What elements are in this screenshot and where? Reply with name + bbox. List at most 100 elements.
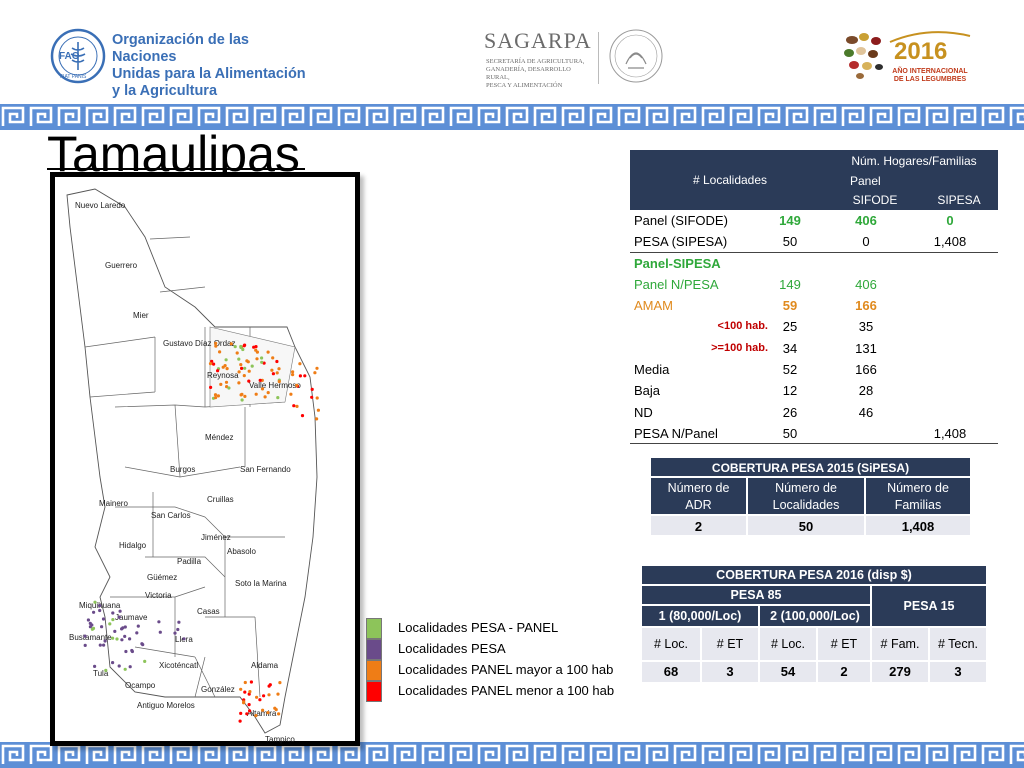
locality-dot (247, 703, 251, 707)
locality-dot (214, 396, 218, 400)
table-row: Media 52 166 (630, 359, 998, 380)
header-num-adr: Número de ADR (650, 477, 747, 515)
locality-dot (271, 372, 275, 376)
locality-dot (219, 382, 223, 386)
row-label: Media (634, 362, 670, 378)
locality-dot (123, 667, 127, 671)
row-sifode: 28 (858, 383, 874, 399)
cobertura-2015-table: COBERTURA PESA 2015 (SiPESA) Número de A… (650, 457, 971, 536)
map-label: Victoria (145, 591, 172, 600)
row-sifode: 0 (862, 234, 870, 250)
locality-dot (223, 364, 227, 368)
locality-dots (83, 341, 320, 723)
localidades-table: # Localidades Núm. Hogares/Familias Pane… (630, 150, 998, 445)
locality-dot (291, 370, 295, 374)
locality-dot (242, 344, 246, 348)
locality-dot (295, 404, 299, 408)
row-sipesa: 1,408 (933, 425, 967, 441)
header-sipesa: SIPESA (937, 193, 981, 207)
locality-dot (245, 359, 249, 363)
locality-dot (273, 706, 277, 710)
locality-dot (243, 394, 247, 398)
locality-dot (310, 395, 314, 399)
map-label: Tampico (265, 735, 295, 744)
table-row: ND 26 46 (630, 402, 998, 423)
locality-dot (252, 345, 256, 349)
locality-dot (277, 379, 281, 384)
locality-dot (315, 396, 319, 400)
header-pesa15: PESA 15 (871, 585, 987, 627)
sagarpa-name: SAGARPA (484, 28, 592, 53)
locality-dot (128, 665, 132, 669)
fao-logo: FAO FIAT PANIS Organización de las Nacio… (50, 28, 310, 99)
locality-dot (115, 637, 119, 641)
year-caption: AÑO INTERNACIONAL DE LAS LEGUMBRES (890, 68, 970, 84)
col-header: # Loc. (759, 627, 817, 661)
row-label: PESA N/Panel (634, 425, 718, 441)
tamaulipas-map: Nuevo Laredo Guerrero Mier Gustavo Díaz … (50, 172, 360, 746)
legend-swatch (366, 660, 382, 681)
locality-dot (254, 392, 258, 396)
row-loc: 12 (782, 383, 798, 399)
header-line: Familias (894, 498, 942, 512)
header-line: Número de (667, 481, 730, 495)
locality-dot (124, 649, 128, 654)
locality-dot (277, 367, 281, 371)
locality-dot (276, 396, 280, 400)
fao-emblem-icon: FAO FIAT PANIS (50, 28, 106, 84)
locality-dot (237, 381, 241, 385)
locality-dot (123, 625, 127, 629)
col-header: # Loc. (641, 627, 701, 661)
locality-dot (237, 370, 241, 374)
col-header: # Tecn. (929, 627, 987, 661)
col-header: # ET (817, 627, 871, 661)
locality-dot (247, 369, 251, 373)
locality-dot (225, 385, 229, 389)
locality-dot (248, 690, 252, 694)
map-label: Jiménez (201, 533, 231, 542)
locality-dot (91, 626, 96, 630)
row-sipesa: 1,408 (933, 234, 967, 250)
locality-dot (275, 359, 279, 364)
locality-dot (248, 709, 252, 713)
locality-dot (260, 356, 264, 360)
locality-dot (243, 680, 247, 685)
legend-item-pesa-panel: Localidades PESA - PANEL (366, 618, 636, 639)
locality-dot (238, 719, 242, 723)
locality-dot (258, 698, 262, 702)
locality-dot (289, 392, 293, 396)
locality-dot (267, 693, 271, 697)
map-label: Mainero (99, 499, 128, 508)
table-row: Panel N/PESA 149 406 (630, 274, 998, 295)
locality-dot (245, 712, 249, 716)
locality-dot (233, 345, 237, 349)
locality-dot (241, 347, 245, 352)
swoosh-icon (889, 31, 971, 43)
locality-dot (98, 604, 102, 608)
locality-dot (313, 371, 317, 375)
map-label: Guerrero (105, 261, 138, 270)
fao-emblem-letter-f: FAO (59, 51, 80, 62)
legend-swatch (366, 681, 382, 702)
header-line: Localidades (772, 498, 840, 512)
table-row: PESA (SIPESA) 50 0 1,408 (630, 231, 998, 253)
sagarpa-subtitle-line-1: SECRETARÍA DE AGRICULTURA, (486, 58, 585, 65)
locality-dot (266, 711, 270, 715)
legend-label: Localidades PESA - PANEL (398, 620, 559, 635)
locality-dot (315, 366, 319, 370)
locality-dot (176, 627, 180, 632)
locality-dot (235, 351, 239, 355)
header-line: Número de (775, 481, 837, 495)
row-label: Panel-SIPESA (634, 255, 721, 271)
locality-dot (121, 626, 125, 630)
mexico-seal-icon (609, 29, 663, 83)
localidades-table-header: # Localidades Núm. Hogares/Familias Pane… (630, 150, 998, 210)
map-label: Casas (197, 607, 220, 616)
row-label: PESA (SIPESA) (634, 234, 728, 250)
locality-dot (266, 391, 270, 395)
fao-emblem-motto: FIAT PANIS (60, 74, 87, 80)
value-adr: 2 (650, 515, 747, 536)
sagarpa-subtitle-line-2: GANADERÍA, DESARROLLO RURAL, (486, 66, 571, 81)
map-label: Xicoténcatl (159, 661, 199, 670)
row-label: >=100 hab. (711, 341, 768, 354)
